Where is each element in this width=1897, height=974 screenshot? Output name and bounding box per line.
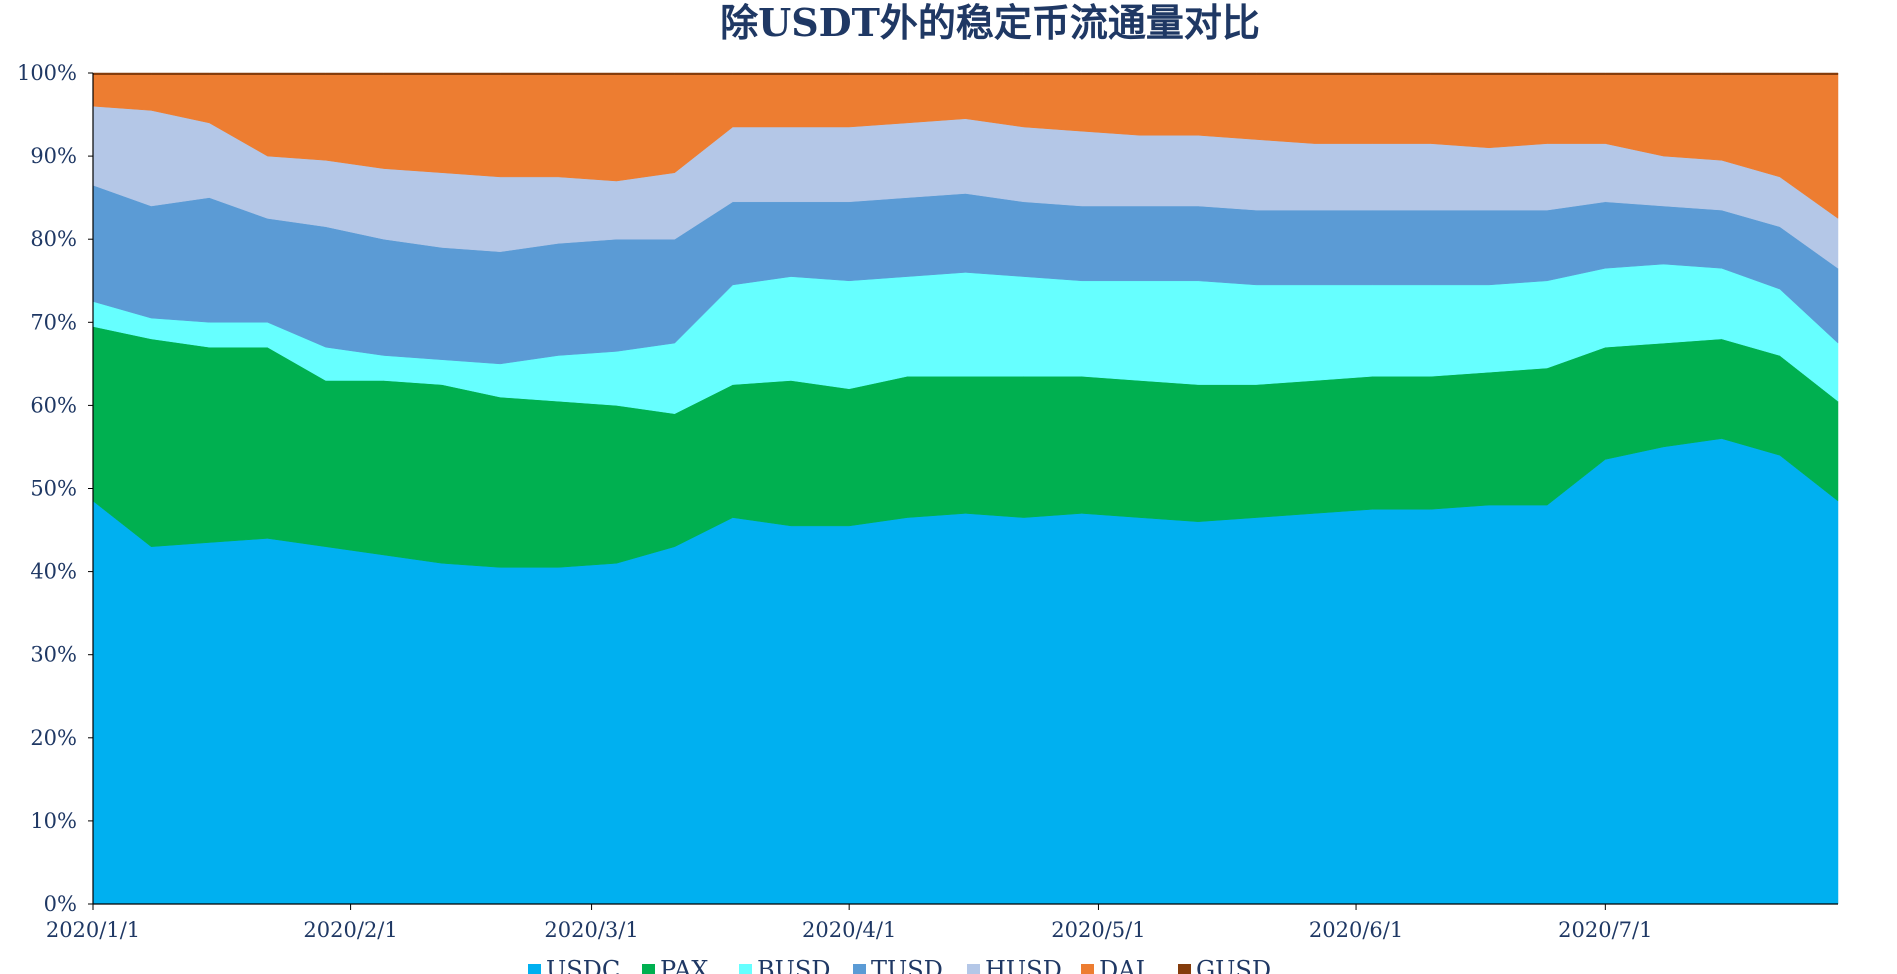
x-tick-label: 2020/6/1 — [1309, 918, 1403, 942]
x-tick-label: 2020/7/1 — [1558, 918, 1652, 942]
y-tick-label: 10% — [30, 809, 77, 833]
y-tick-label: 20% — [30, 726, 77, 750]
x-tick-label: 2020/2/1 — [303, 918, 397, 942]
x-tick-label: 2020/1/1 — [46, 918, 140, 942]
legend-item-dai: DAI — [1081, 956, 1145, 974]
legend-swatch — [528, 964, 541, 974]
x-tick-label: 2020/3/1 — [544, 918, 638, 942]
legend-label: DAI — [1099, 956, 1145, 974]
y-tick-label: 60% — [30, 393, 77, 417]
legend-item-usdc: USDC — [528, 956, 620, 974]
y-tick-label: 100% — [17, 61, 77, 85]
legend-label: PAX — [660, 956, 708, 974]
legend-swatch — [1178, 964, 1191, 974]
y-tick-label: 70% — [30, 310, 77, 334]
x-tick-label: 2020/4/1 — [802, 918, 896, 942]
y-tick-label: 0% — [44, 892, 77, 916]
legend-item-gusd: GUSD — [1178, 956, 1271, 974]
legend-label: BUSD — [757, 956, 831, 974]
legend-label: TUSD — [871, 956, 943, 974]
legend-label: HUSD — [985, 956, 1062, 974]
y-tick-label: 50% — [30, 477, 77, 501]
legend-item-tusd: TUSD — [853, 956, 943, 974]
legend-item-husd: HUSD — [967, 956, 1062, 974]
legend-swatch — [1081, 964, 1094, 974]
axes: 0% 10% 20% 30% 40% 50% 60% 70% 80% 90% 100% 2020/1/… — [17, 61, 1838, 942]
y-tick-label: 90% — [30, 144, 77, 168]
legend-label: GUSD — [1196, 956, 1271, 974]
y-tick-label: 40% — [30, 560, 77, 584]
y-tick-label: 30% — [30, 643, 77, 667]
legend-swatch — [853, 964, 866, 974]
legend-swatch — [739, 964, 752, 974]
legend-label: USDC — [546, 956, 620, 974]
legend-swatch — [642, 964, 655, 974]
legend-swatch — [967, 964, 980, 974]
chart-title: 除USDT外的稳定币流通量对比 — [720, 0, 1260, 45]
legend: USDC PAX BUSD TUSD HUSD DAI GUSD — [528, 956, 1271, 974]
legend-item-busd: BUSD — [739, 956, 831, 974]
legend-item-pax: PAX — [642, 956, 708, 974]
x-tick-label: 2020/5/1 — [1051, 918, 1145, 942]
series-area-gusd — [92, 72, 1839, 75]
y-tick-label: 80% — [30, 227, 77, 251]
series-areas — [92, 72, 1839, 905]
